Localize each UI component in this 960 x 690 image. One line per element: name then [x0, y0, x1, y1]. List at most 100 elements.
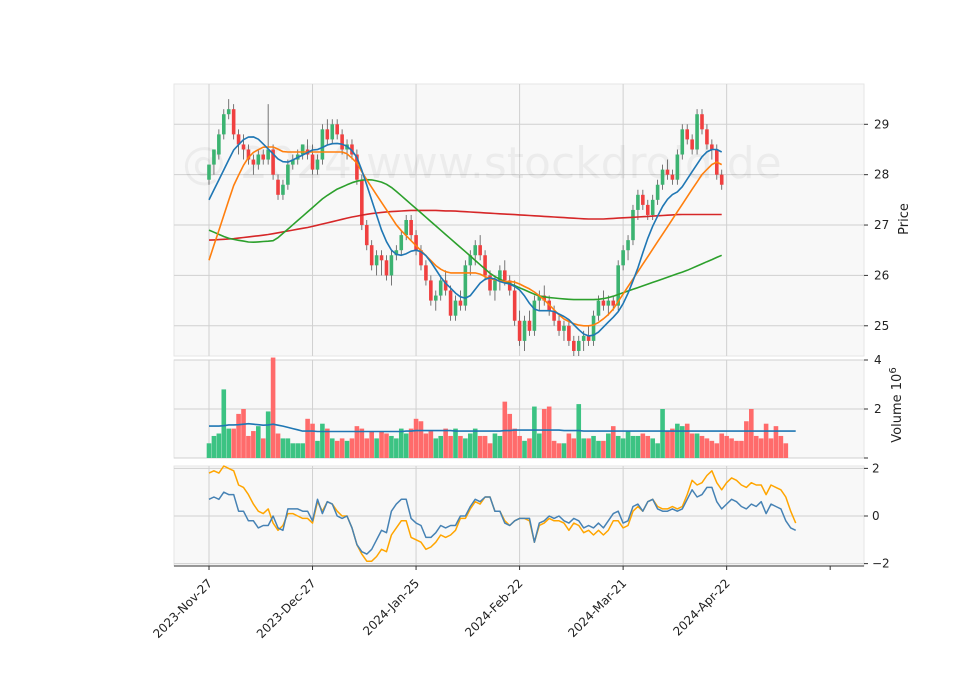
candle-body: [581, 335, 586, 341]
candle-body: [601, 300, 606, 306]
candle-body: [616, 265, 620, 306]
price-tick-label: 29: [874, 117, 889, 131]
volume-bar: [359, 428, 365, 458]
volume-bar: [320, 423, 325, 458]
volume-bar: [398, 428, 404, 458]
oscillator-main-line: [208, 486, 797, 555]
candle-body: [429, 280, 433, 301]
volume-bar: [487, 443, 493, 458]
candle-body: [557, 320, 561, 331]
candle-body: [335, 124, 339, 135]
volume-bar: [334, 440, 340, 458]
volume-bar: [241, 409, 246, 458]
candle-body: [532, 300, 537, 331]
candle-body: [596, 300, 601, 316]
price-tick-label: 28: [874, 168, 889, 182]
x-tick-label: 2023-Dec-27: [254, 576, 319, 641]
volume-bar: [349, 438, 355, 458]
volume-bar: [507, 413, 513, 458]
volume-bar: [596, 440, 601, 458]
volume-bar: [749, 409, 754, 458]
candle-body: [276, 179, 280, 195]
candle-body: [641, 194, 645, 205]
candle-body: [591, 315, 596, 341]
candle-body: [453, 300, 458, 316]
volume-bar: [329, 438, 335, 458]
volume-bar: [482, 435, 488, 458]
candle-body: [286, 164, 290, 185]
candle-body: [650, 199, 655, 215]
candle-body: [212, 149, 216, 165]
volume-bar: [216, 433, 222, 458]
candle-body: [710, 144, 714, 150]
ma10-line: [208, 136, 723, 337]
candle-body: [700, 114, 704, 130]
volume-bar: [374, 438, 379, 458]
volume-bar: [384, 433, 389, 458]
volume-bar: [325, 428, 330, 458]
volume-bar: [265, 411, 271, 458]
volume-bar: [729, 438, 734, 458]
price-tick-label: 27: [874, 218, 889, 232]
volume-bar: [640, 433, 646, 458]
candle-body: [537, 295, 542, 301]
candle-body: [379, 255, 384, 261]
volume-bar: [546, 406, 552, 458]
candle-body: [665, 169, 670, 175]
candle-body: [226, 109, 231, 115]
candle-body: [340, 134, 344, 150]
volume-bar: [394, 438, 399, 458]
volume-bar: [260, 438, 266, 458]
volume-bar: [665, 431, 670, 458]
volume-bar: [532, 406, 537, 458]
volume-bar: [758, 438, 764, 458]
volume-bar: [689, 433, 695, 458]
candle-body: [207, 164, 211, 180]
x-tick-label: 2023-Nov-27: [150, 576, 215, 641]
candle-body: [271, 149, 275, 175]
candle-body: [645, 204, 650, 215]
volume-bar: [477, 435, 483, 458]
candle-body: [374, 255, 379, 266]
candle-body: [438, 280, 443, 296]
volume-bar: [773, 426, 779, 458]
volume-bar: [783, 443, 789, 458]
volume-bar: [615, 435, 621, 458]
volume-bar: [714, 443, 720, 458]
candle-body: [552, 310, 556, 321]
candle-body: [448, 290, 453, 316]
candle-body: [221, 114, 226, 135]
volume-bar: [467, 433, 473, 458]
volume-bar: [591, 435, 596, 458]
volume-bar: [226, 428, 232, 458]
volume-bar: [305, 418, 310, 458]
oscillator-tick-label: 0: [872, 509, 880, 523]
volume-bar: [428, 431, 434, 458]
candle-body: [705, 129, 709, 145]
volume-bar: [645, 435, 651, 458]
volume-bar: [670, 428, 675, 458]
price-tick-label: 25: [874, 319, 889, 333]
volume-bar: [458, 435, 463, 458]
candle-body: [241, 144, 246, 150]
x-tick-label: 2024-Mar-21: [565, 576, 629, 640]
volume-bar: [295, 443, 301, 458]
volume-bar: [541, 409, 547, 458]
volume-bar: [610, 426, 616, 458]
volume-bar: [744, 421, 749, 458]
volume-bar: [709, 440, 715, 458]
candle-body: [369, 245, 374, 266]
volume-bar: [497, 435, 503, 458]
candle-body: [586, 335, 591, 341]
candle-body: [512, 290, 517, 321]
x-tick-label: 2024-Jan-25: [360, 576, 422, 638]
volume-bar: [408, 428, 414, 458]
candle-body: [695, 114, 699, 150]
volume-bar: [561, 443, 567, 458]
volume-bar: [339, 438, 345, 458]
candle-body: [236, 134, 241, 145]
candle-body: [458, 300, 463, 306]
candle-body: [389, 255, 394, 276]
candle-body: [517, 320, 522, 341]
volume-bar: [675, 423, 680, 458]
